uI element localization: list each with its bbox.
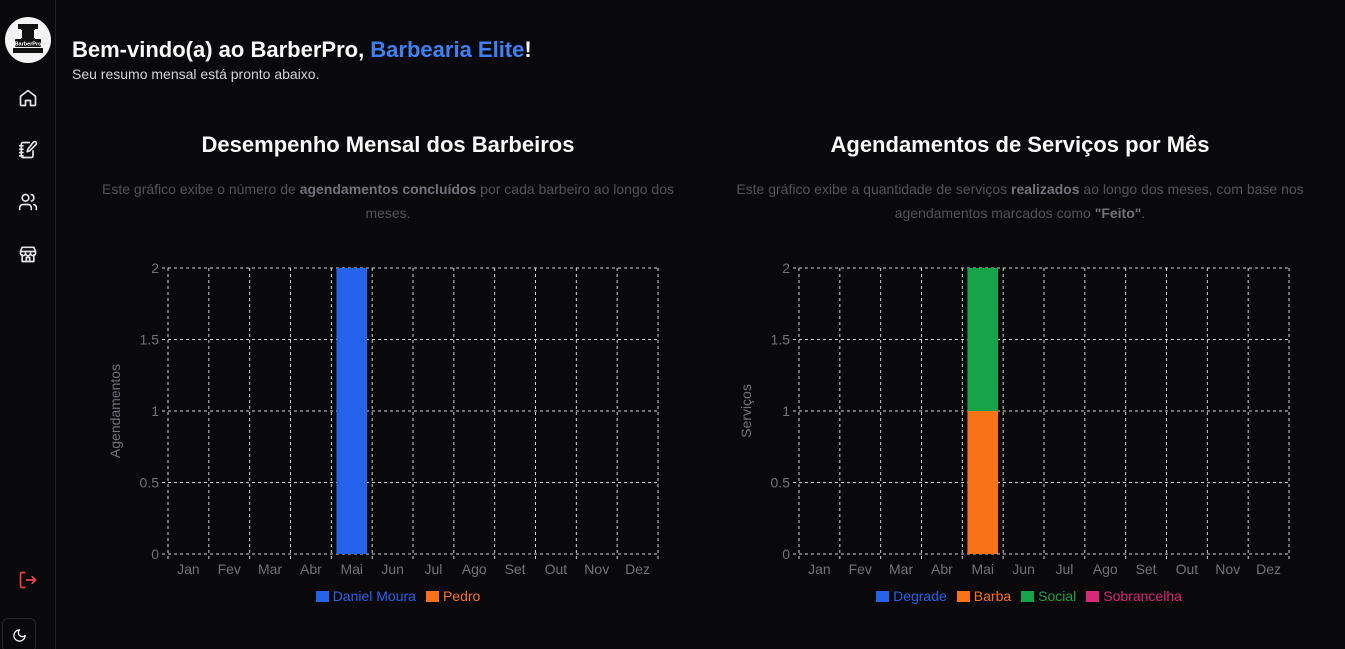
x-tick-label: Nov xyxy=(584,561,609,577)
logout-button[interactable] xyxy=(14,566,42,594)
welcome-suffix: ! xyxy=(524,37,532,62)
sidebar-item-appointments[interactable] xyxy=(14,136,42,164)
x-tick-label: Ago xyxy=(1093,561,1118,577)
app-name: BarberPro xyxy=(250,37,359,62)
x-tick-label: Nov xyxy=(1215,561,1240,577)
x-tick-label: Jul xyxy=(1055,561,1073,577)
legend-label: Sobrancelha xyxy=(1103,588,1182,604)
x-tick-label: Dez xyxy=(1256,561,1281,577)
chart-title-barbers: Desempenho Mensal dos Barbeiros xyxy=(201,132,575,157)
legend-label: Degrade xyxy=(893,588,947,604)
y-tick-label: 0.5 xyxy=(771,475,791,491)
chart-title-services: Agendamentos de Serviços por Mês xyxy=(830,132,1210,157)
chart-grid xyxy=(793,267,1290,560)
y-tick-label: 0.5 xyxy=(140,475,160,491)
legend-item[interactable]: Daniel Moura xyxy=(315,588,416,604)
x-tick-label: Set xyxy=(1136,561,1157,577)
x-tick-label: Mar xyxy=(889,561,913,577)
x-tick-label: Abr xyxy=(931,561,953,577)
legend-item[interactable]: Social xyxy=(1021,588,1076,604)
logout-icon xyxy=(19,571,37,589)
legend-label: Social xyxy=(1038,588,1077,604)
y-tick-label: 1 xyxy=(782,403,790,419)
y-tick-label: 2 xyxy=(782,260,790,276)
page-header: Bem-vindo(a) ao BarberPro, Barbearia Eli… xyxy=(72,36,532,82)
sidebar-item-store[interactable] xyxy=(14,240,42,268)
x-tick-label: Jan xyxy=(808,561,831,577)
x-tick-label: Jun xyxy=(1012,561,1035,577)
shop-name: Barbearia Elite xyxy=(370,37,525,62)
store-icon xyxy=(19,246,37,263)
chart-grid xyxy=(162,267,659,560)
x-tick-label: Jul xyxy=(424,561,442,577)
legend-swatch xyxy=(315,590,329,602)
home-icon xyxy=(19,89,37,107)
sidebar-item-home[interactable] xyxy=(14,84,42,112)
bar-barba xyxy=(967,411,999,554)
welcome-prefix: Bem-vindo(a) ao xyxy=(72,37,251,62)
legend-swatch xyxy=(1021,590,1035,602)
legend-swatch xyxy=(956,590,970,602)
legend-swatch xyxy=(876,590,890,602)
users-icon xyxy=(18,193,38,211)
legend-swatch xyxy=(425,590,439,602)
sidebar: BarberPro xyxy=(0,0,56,649)
x-tick-label: Dez xyxy=(625,561,650,577)
bar-daniel-moura xyxy=(336,268,368,554)
x-tick-label: Ago xyxy=(462,561,487,577)
legend-item[interactable]: Sobrancelha xyxy=(1086,588,1182,604)
legend-label: Pedro xyxy=(442,588,481,604)
bar-social xyxy=(967,268,999,411)
x-tick-label: Out xyxy=(545,561,568,577)
notebook-pen-icon xyxy=(18,140,38,159)
y-axis-label: Serviços xyxy=(738,384,754,438)
chart-description-services: Este gráfico exibe a quantidade de servi… xyxy=(736,181,1304,221)
welcome-title: Bem-vindo(a) ao BarberPro, Barbearia Eli… xyxy=(72,36,532,64)
x-tick-label: Abr xyxy=(300,561,322,577)
y-axis-label: Agendamentos xyxy=(107,364,123,458)
barbers-bar-chart: 0 0.5 1 1.5 2 Jan Fev Mar Abr Mai Jun Jul Ago Set Out N… xyxy=(107,260,659,577)
sidebar-item-users[interactable] xyxy=(14,188,42,216)
chart-description-barbers: Este gráfico exibe o número de agendamen… xyxy=(102,181,674,221)
y-tick-label: 1.5 xyxy=(140,332,160,348)
barberpro-logo[interactable]: BarberPro xyxy=(5,17,51,63)
services-chart-legend: Degrade Barba Social Sobrancelha xyxy=(729,588,1329,604)
x-tick-label: Out xyxy=(1176,561,1199,577)
y-tick-label: 1.5 xyxy=(771,332,791,348)
barbers-chart-legend: Daniel Moura Pedro xyxy=(98,588,698,604)
theme-toggle-button[interactable] xyxy=(2,618,36,649)
x-tick-label: Mar xyxy=(258,561,282,577)
y-tick-label: 0 xyxy=(151,546,159,562)
welcome-separator: , xyxy=(358,37,371,62)
legend-item[interactable]: Pedro xyxy=(425,588,481,604)
x-tick-label: Mai xyxy=(971,561,994,577)
x-tick-label: Fev xyxy=(218,561,241,577)
y-tick-label: 0 xyxy=(782,546,790,562)
legend-label: Daniel Moura xyxy=(332,588,416,604)
legend-item[interactable]: Barba xyxy=(956,588,1012,604)
services-bar-chart: 0 0.5 1 1.5 2 Jan Fev Mar Abr Mai Jun Jul Ago Set Out N… xyxy=(738,260,1290,577)
svg-text:BarberPro: BarberPro xyxy=(15,42,43,48)
legend-swatch xyxy=(1086,590,1100,602)
y-tick-label: 2 xyxy=(151,260,159,276)
x-tick-label: Fev xyxy=(849,561,872,577)
legend-label: Barba xyxy=(973,588,1012,604)
y-tick-label: 1 xyxy=(151,403,159,419)
moon-icon xyxy=(12,628,26,642)
x-tick-label: Jan xyxy=(177,561,200,577)
page-subtitle: Seu resumo mensal está pronto abaixo. xyxy=(72,66,320,82)
barber-logo-icon: BarberPro xyxy=(13,24,43,53)
x-tick-label: Mai xyxy=(340,561,363,577)
legend-item[interactable]: Degrade xyxy=(876,588,947,604)
x-tick-label: Jun xyxy=(381,561,404,577)
x-tick-label: Set xyxy=(505,561,526,577)
